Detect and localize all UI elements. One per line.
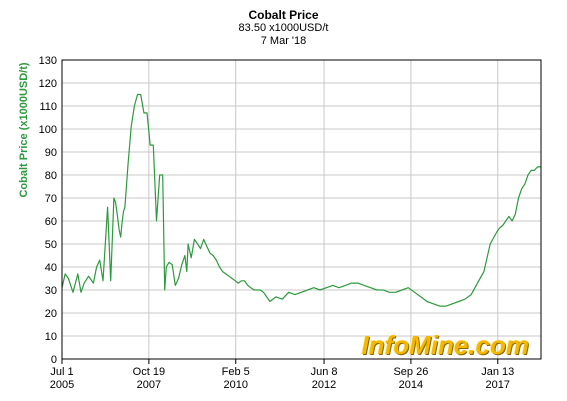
chart-title: Cobalt Price: [248, 8, 319, 22]
x-tick-label: Jul 1: [50, 366, 73, 378]
series-group: [61, 93, 541, 307]
x-tick-year-label: 2010: [223, 379, 247, 391]
y-tick-label: 110: [39, 101, 57, 113]
y-tick-label: 100: [39, 124, 57, 136]
x-tick-label: Feb 5: [222, 366, 250, 378]
y-axis-label: Cobalt Price (x1000USD/t): [18, 62, 30, 197]
y-tick-label: 50: [45, 239, 57, 251]
chart-date-line: 7 Mar '18: [260, 35, 307, 47]
y-tick-label: 10: [45, 331, 57, 343]
x-tick-year-label: 2012: [312, 379, 336, 391]
y-tick-label: 70: [45, 193, 57, 205]
x-tick-year-label: 2005: [50, 379, 74, 391]
x-tick-year-label: 2007: [137, 379, 161, 391]
x-tick-year-label: 2014: [399, 379, 423, 391]
y-tick-label: 80: [45, 170, 57, 182]
y-tick-label: 130: [39, 55, 57, 67]
grid: [61, 59, 541, 360]
y-tick-label: 40: [45, 262, 57, 274]
y-tick-label: 20: [45, 308, 57, 320]
y-tick-label: 30: [45, 285, 57, 297]
y-tick-label: 90: [45, 147, 57, 159]
price-series-line: [61, 93, 541, 307]
x-tick-label: Jan 13: [481, 366, 514, 378]
x-tick-label: Jun 8: [311, 366, 338, 378]
y-tick-label: 0: [51, 354, 57, 366]
y-tick-label: 60: [45, 216, 57, 228]
x-tick-label: Sep 26: [393, 366, 428, 378]
infomine-watermark: InfoMine.com: [361, 330, 529, 360]
y-tick-label: 120: [39, 78, 57, 90]
chart-price-line: 83.50 x1000USD/t: [238, 22, 329, 34]
y-axis-ticks: 0 10 20 30 40 50 60 70 80 90 100 110 120 130: [39, 55, 57, 366]
plot-frame: [61, 59, 542, 360]
x-tick-year-label: 2017: [486, 379, 510, 391]
chart-header: Cobalt Price 83.50 x1000USD/t 7 Mar '18: [0, 9, 567, 48]
x-tick-label: Oct 19: [133, 366, 165, 378]
